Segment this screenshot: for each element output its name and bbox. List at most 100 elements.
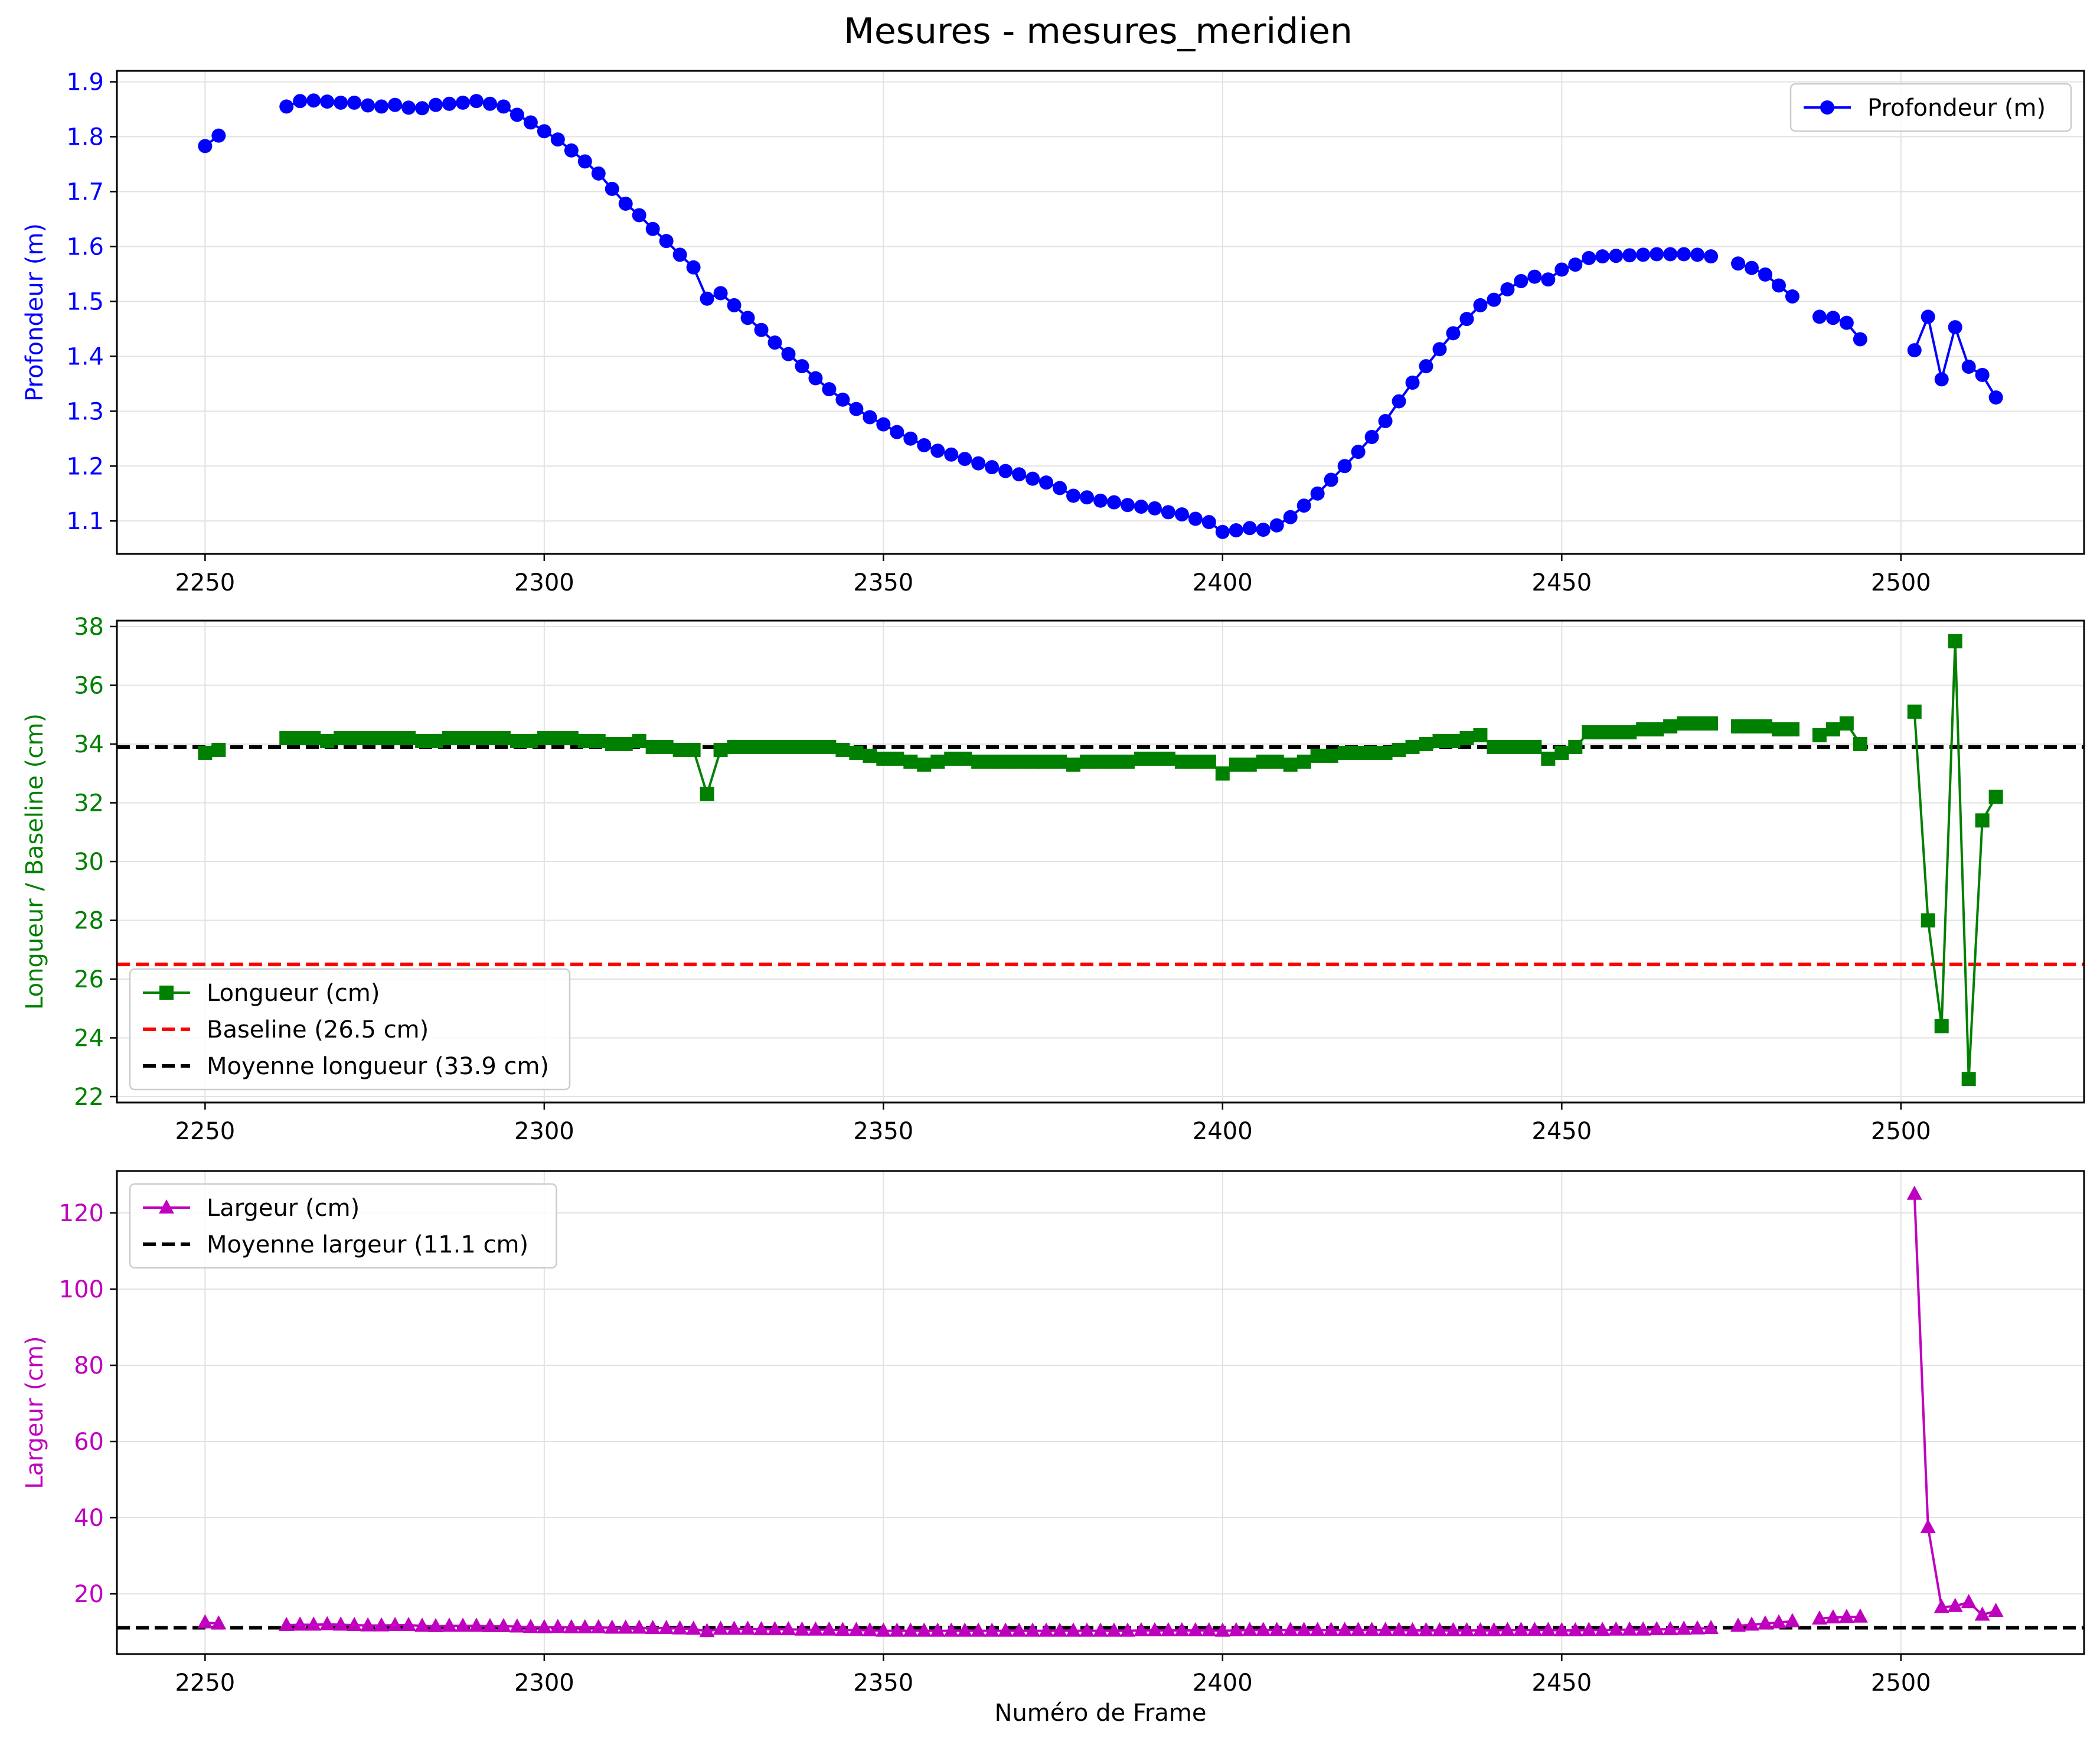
data-point bbox=[1581, 1622, 1597, 1636]
y-tick-label: 1.9 bbox=[66, 69, 104, 96]
data-point bbox=[1947, 1597, 1963, 1612]
legend-label: Moyenne longueur (33.9 cm) bbox=[207, 1053, 549, 1080]
data-point bbox=[387, 1616, 403, 1631]
data-point bbox=[495, 1617, 511, 1632]
chart-panel-depth: 2250 2300 2350 2400 2450 2500 1.1 1.2 1.3 1.4 1.5 1… bbox=[21, 69, 2085, 596]
data-point bbox=[754, 739, 769, 754]
data-point bbox=[632, 734, 646, 748]
data-point bbox=[1296, 754, 1311, 769]
data-point bbox=[1730, 1617, 1746, 1632]
data-point bbox=[536, 1619, 552, 1633]
data-point bbox=[916, 1622, 932, 1637]
data-point bbox=[1622, 1621, 1638, 1636]
data-point bbox=[1174, 754, 1189, 769]
data-point bbox=[1988, 1603, 2004, 1617]
data-point bbox=[388, 97, 403, 112]
data-point bbox=[1609, 725, 1624, 740]
data-point bbox=[1324, 748, 1338, 763]
data-point bbox=[1296, 498, 1311, 513]
data-point bbox=[523, 734, 538, 748]
data-point bbox=[1378, 414, 1393, 429]
legend-box bbox=[129, 1183, 557, 1269]
data-point bbox=[1812, 309, 1827, 324]
y-tick-label: 120 bbox=[59, 1200, 104, 1227]
data-point bbox=[1500, 739, 1515, 754]
data-point bbox=[1093, 754, 1108, 769]
data-point bbox=[1323, 1622, 1339, 1636]
data-point bbox=[1907, 704, 1922, 719]
data-point bbox=[429, 97, 443, 112]
data-point bbox=[862, 1622, 878, 1637]
data-point bbox=[1527, 739, 1542, 754]
data-point bbox=[306, 1616, 322, 1631]
legend-marker bbox=[159, 1199, 174, 1214]
data-point bbox=[537, 731, 551, 746]
data-point bbox=[659, 234, 674, 249]
y-axis-label: Longueur / Baseline (cm) bbox=[21, 713, 48, 1010]
data-point bbox=[1582, 250, 1596, 265]
data-point bbox=[1988, 790, 2003, 804]
data-point bbox=[1513, 1622, 1529, 1636]
data-point bbox=[849, 402, 864, 416]
x-tick-label: 2450 bbox=[1531, 569, 1592, 596]
data-point bbox=[1568, 257, 1583, 272]
data-point bbox=[1405, 739, 1420, 754]
data-point bbox=[292, 1616, 308, 1631]
data-point bbox=[1527, 269, 1542, 284]
y-tick-label: 30 bbox=[74, 849, 104, 876]
data-point bbox=[1554, 745, 1569, 760]
legend-label: Baseline (26.5 cm) bbox=[207, 1016, 429, 1043]
data-point bbox=[971, 1622, 987, 1637]
data-point bbox=[754, 322, 769, 337]
data-point bbox=[1392, 742, 1406, 757]
data-point bbox=[1853, 736, 1867, 751]
data-point bbox=[1974, 1606, 1990, 1621]
data-point bbox=[685, 1620, 701, 1635]
data-point bbox=[1541, 272, 1556, 287]
data-point bbox=[1690, 247, 1705, 262]
data-point bbox=[672, 247, 687, 262]
y-tick-label: 100 bbox=[59, 1276, 104, 1303]
data-point bbox=[1677, 247, 1691, 262]
legend-item: Moyenne longueur (33.9 cm) bbox=[143, 1053, 549, 1080]
x-tick-label: 2400 bbox=[1193, 569, 1253, 596]
data-point bbox=[1704, 716, 1719, 731]
legend: Profondeur (m) bbox=[1789, 83, 2072, 132]
data-point bbox=[1771, 278, 1786, 293]
data-point bbox=[455, 731, 470, 746]
data-point bbox=[198, 745, 213, 760]
data-point bbox=[306, 731, 321, 746]
data-point bbox=[1934, 1019, 1949, 1033]
data-point bbox=[1663, 1621, 1678, 1636]
data-point bbox=[713, 286, 728, 301]
x-tick-label: 2450 bbox=[1531, 1118, 1592, 1145]
x-tick-label: 2250 bbox=[175, 569, 235, 596]
data-point bbox=[1961, 1072, 1976, 1087]
data-point bbox=[795, 359, 809, 374]
data-point bbox=[1161, 751, 1175, 766]
data-point bbox=[863, 748, 877, 763]
data-point bbox=[1487, 292, 1501, 307]
data-point bbox=[835, 1622, 851, 1636]
y-tick-label: 38 bbox=[74, 614, 104, 641]
y-tick-label: 1.7 bbox=[66, 179, 104, 206]
data-point bbox=[1269, 754, 1284, 769]
data-point bbox=[890, 751, 904, 766]
data-point bbox=[415, 734, 430, 748]
data-point bbox=[333, 1616, 349, 1631]
data-point bbox=[523, 115, 538, 130]
data-point bbox=[971, 754, 986, 769]
data-point bbox=[768, 335, 782, 350]
chart-panel-width: 2250 2300 2350 2400 2450 2500 20 40 60 80 100 120 La… bbox=[21, 1170, 2085, 1727]
data-point bbox=[753, 1621, 769, 1636]
data-point bbox=[442, 96, 456, 111]
data-point bbox=[455, 95, 470, 110]
data-point bbox=[334, 95, 348, 110]
data-point bbox=[1201, 515, 1216, 530]
data-point bbox=[645, 739, 660, 754]
data-point bbox=[605, 736, 619, 751]
data-point bbox=[441, 1617, 457, 1632]
data-point bbox=[1269, 518, 1284, 533]
data-point bbox=[958, 751, 972, 766]
data-point bbox=[998, 464, 1013, 478]
